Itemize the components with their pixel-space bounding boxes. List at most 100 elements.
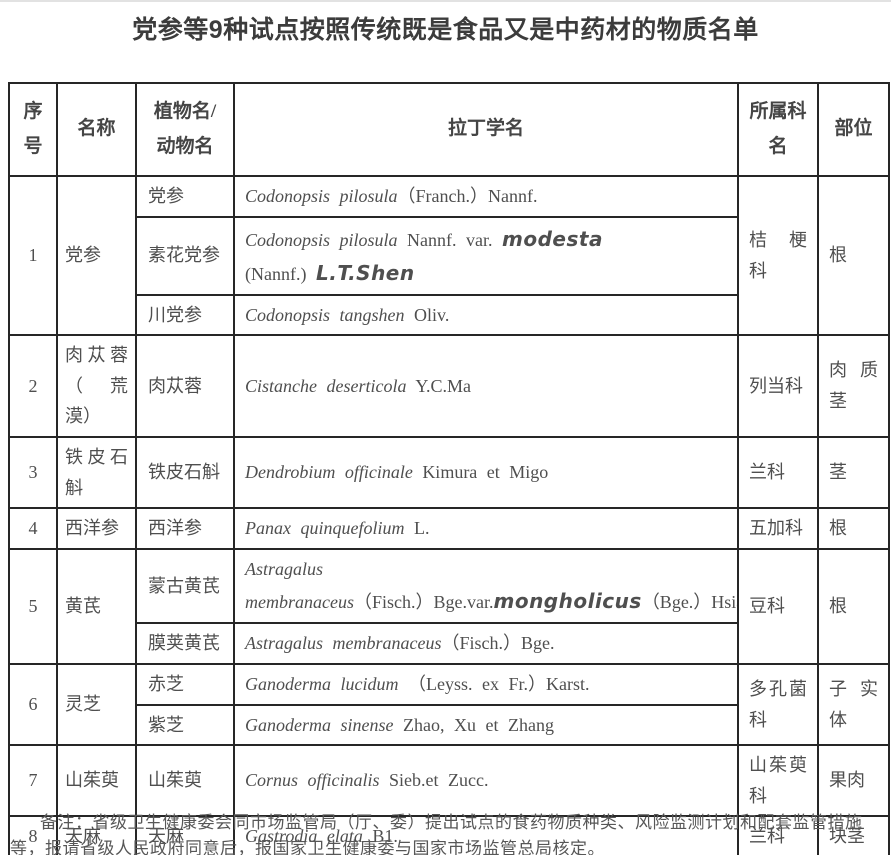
- serial-cell: 4: [8, 507, 58, 550]
- table-header-row: 序号 名称 植物名/动物名 拉丁学名 所属科名 部位: [8, 82, 890, 177]
- latin-text-run: Astragalus: [245, 558, 324, 579]
- family-cell: 多孔菌科: [737, 662, 819, 747]
- latin-text-run: （Fisch.）Bge.var.: [353, 592, 494, 613]
- footnote: 备注：省级卫生健康委会同市场监管局（厅、委）提出试点的食药物质种类、风险监测计划…: [10, 813, 863, 855]
- name-cell: 天麻: [56, 815, 137, 855]
- latin-name-cell: Ganoderma lucidum （Leyss. ex Fr.）Karst.: [233, 662, 739, 706]
- latin-name-cell: Codonopsis tangshen Oliv.: [233, 293, 739, 337]
- latin-text-run: membranaceus: [245, 592, 354, 613]
- latin-text-run: Oliv.: [404, 304, 450, 325]
- latin-text-run: （Bge.）Hsiao: [641, 592, 737, 613]
- table-row: 川党参 Codonopsis tangshen Oliv.: [9, 293, 889, 337]
- latin-text-run: Gastrodia elata: [245, 826, 363, 847]
- plant-name-cell: 铁皮石斛: [135, 435, 235, 510]
- serial-cell: 1: [8, 174, 58, 337]
- header-serial: 序号: [8, 82, 58, 177]
- latin-name-cell: Codonopsis pilosula Nannf. var. modesta (…: [233, 215, 739, 296]
- table-row: 紫芝 Ganoderma sinense Zhao, Xu et Zhang: [9, 703, 889, 747]
- latin-text-run: L.: [404, 518, 430, 539]
- table-row: 4 西洋参 西洋参 Panax quinquefolium L. 五加科根: [8, 507, 890, 550]
- part-cell: 茎: [817, 435, 890, 510]
- header-name: 名称: [56, 82, 137, 177]
- latin-text-run: L.T.Shen: [315, 260, 415, 285]
- table-row: 1 党参 党参 Codonopsis pilosula（Franch.）Nannf. 桔…: [8, 174, 890, 337]
- part-cell: 肉 质 茎: [817, 334, 890, 438]
- part-cell: 子 实 体: [817, 662, 890, 747]
- family-cell: 山茱萸科: [737, 744, 819, 818]
- part-cell: 块茎: [817, 815, 890, 855]
- latin-text-run: (Nannf.): [245, 263, 316, 284]
- latin-text-run: （Franch.）Nannf.: [397, 186, 538, 206]
- plant-name-cell: 紫芝: [135, 703, 235, 747]
- plant-name-cell: 川党参: [135, 293, 235, 337]
- name-cell: 党参: [56, 174, 137, 337]
- latin-text-run: Astragalus membranaceus: [245, 633, 442, 654]
- name-cell: 灵芝: [56, 662, 137, 747]
- latin-text-run: Panax quinquefolium: [245, 518, 405, 539]
- name-cell: 西洋参: [56, 507, 137, 550]
- table-row: 2 肉苁蓉（ 荒漠） 肉苁蓉 Cistanche deserticola Y.C.Ma…: [8, 334, 890, 438]
- plant-name-cell: 蒙古黄芪: [135, 547, 235, 625]
- plant-name-cell: 膜荚黄芪: [135, 622, 235, 665]
- latin-text-run: Codonopsis pilosula: [245, 186, 398, 206]
- latin-text-run: Cistanche deserticola: [245, 375, 407, 396]
- table-body: 1 党参 党参 Codonopsis pilosula（Franch.）Nannf. 桔…: [8, 174, 890, 855]
- latin-name-cell: Cistanche deserticola Y.C.Ma: [233, 334, 739, 438]
- header-part: 部位: [817, 82, 890, 177]
- latin-text-run: Y.C.Ma: [406, 375, 471, 396]
- latin-text-run: Cornus officinalis: [245, 770, 380, 791]
- plant-name-cell: 西洋参: [135, 507, 235, 550]
- family-cell: 豆科: [737, 547, 819, 665]
- latin-text-run: Kimura et Migo: [412, 462, 549, 483]
- latin-text-run: Codonopsis tangshen: [245, 304, 405, 325]
- latin-name-cell: Panax quinquefolium L.: [233, 507, 739, 550]
- name-cell: 肉苁蓉（ 荒漠）: [56, 334, 137, 438]
- latin-text-run: B1.: [362, 826, 398, 847]
- latin-name-cell: Astragalus membranaceus（Fisch.）Bge.: [233, 622, 739, 665]
- table-row: 6 灵芝 赤芝 Ganoderma lucidum （Leyss. ex Fr.）Ka…: [8, 662, 890, 747]
- header-plant-name: 植物名/动物名: [135, 82, 235, 177]
- table-row: 8 天麻 天麻 Gastrodia elata B1. 兰科 块茎: [8, 815, 890, 855]
- serial-cell: 7: [8, 744, 58, 818]
- part-cell: 根: [817, 507, 890, 550]
- latin-text-run: Ganoderma sinense: [245, 714, 394, 735]
- serial-cell: 5: [8, 547, 58, 665]
- latin-text-run: modesta: [502, 226, 603, 251]
- latin-text-run: Codonopsis pilosula: [245, 229, 398, 250]
- latin-text-run: Ganoderma lucidum: [245, 673, 399, 694]
- latin-text-run: （Fisch.）Bge.: [441, 633, 555, 654]
- family-cell: 桔 梗 科: [737, 174, 819, 337]
- plant-name-cell: 山茱萸: [135, 744, 235, 818]
- family-cell: 列当科: [737, 334, 819, 438]
- part-cell: 根: [817, 174, 890, 337]
- latin-text-run: Sieb.et Zucc.: [379, 770, 489, 791]
- name-cell: 铁皮石斛: [56, 435, 137, 510]
- page-title: 党参等9种试点按照传统既是食品又是中药材的物质名单: [132, 16, 759, 44]
- latin-text-run: （Leyss. ex Fr.）Karst.: [398, 673, 590, 694]
- name-cell: 山茱萸: [56, 744, 137, 818]
- plant-name-cell: 党参: [135, 175, 235, 218]
- serial-cell: 8: [8, 815, 58, 855]
- serial-cell: 2: [8, 334, 58, 438]
- table-row: 3 铁皮石斛 铁皮石斛 Dendrobium officinale Kimura et…: [8, 435, 890, 510]
- name-cell: 黄芪: [56, 547, 137, 665]
- family-cell: 兰科: [737, 435, 819, 510]
- serial-cell: 6: [8, 662, 58, 747]
- latin-name-cell: Astragalus membranaceus（Fisch.）Bge.var.mo…: [233, 547, 739, 625]
- latin-text-run: mongholicus: [493, 589, 642, 614]
- latin-name-cell: Codonopsis pilosula（Franch.）Nannf.: [233, 175, 739, 218]
- latin-text-run: Zhao, Xu et Zhang: [393, 714, 554, 735]
- substances-table: 序号 名称 植物名/动物名 拉丁学名 所属科名 部位 1 党参 党参 Codonops…: [8, 82, 890, 855]
- latin-name-cell: Gastrodia elata B1.: [233, 815, 739, 855]
- plant-name-cell: 素花党参: [135, 215, 235, 296]
- table-row: 素花党参 Codonopsis pilosula Nannf. var. mode…: [9, 215, 889, 296]
- latin-name-cell: Dendrobium officinale Kimura et Migo: [233, 435, 739, 510]
- latin-name-cell: Ganoderma sinense Zhao, Xu et Zhang: [233, 703, 739, 747]
- latin-text-run: Dendrobium officinale: [245, 462, 413, 483]
- table-row: 膜荚黄芪 Astragalus membranaceus（Fisch.）Bge.: [9, 622, 889, 665]
- latin-text-run: Nannf. var.: [397, 229, 503, 250]
- serial-cell: 3: [8, 435, 58, 510]
- header-latin-name: 拉丁学名: [233, 82, 739, 177]
- plant-name-cell: 肉苁蓉: [135, 334, 235, 438]
- latin-name-cell: Cornus officinalis Sieb.et Zucc.: [233, 744, 739, 818]
